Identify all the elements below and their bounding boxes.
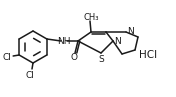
Text: HCl: HCl bbox=[139, 50, 157, 60]
Text: O: O bbox=[71, 52, 77, 61]
Text: N: N bbox=[127, 26, 134, 36]
Text: CH₃: CH₃ bbox=[83, 13, 99, 22]
Text: Cl: Cl bbox=[3, 52, 12, 61]
Text: N: N bbox=[114, 36, 121, 45]
Text: Cl: Cl bbox=[26, 71, 34, 80]
Text: S: S bbox=[98, 55, 104, 64]
Text: NH: NH bbox=[57, 36, 71, 45]
